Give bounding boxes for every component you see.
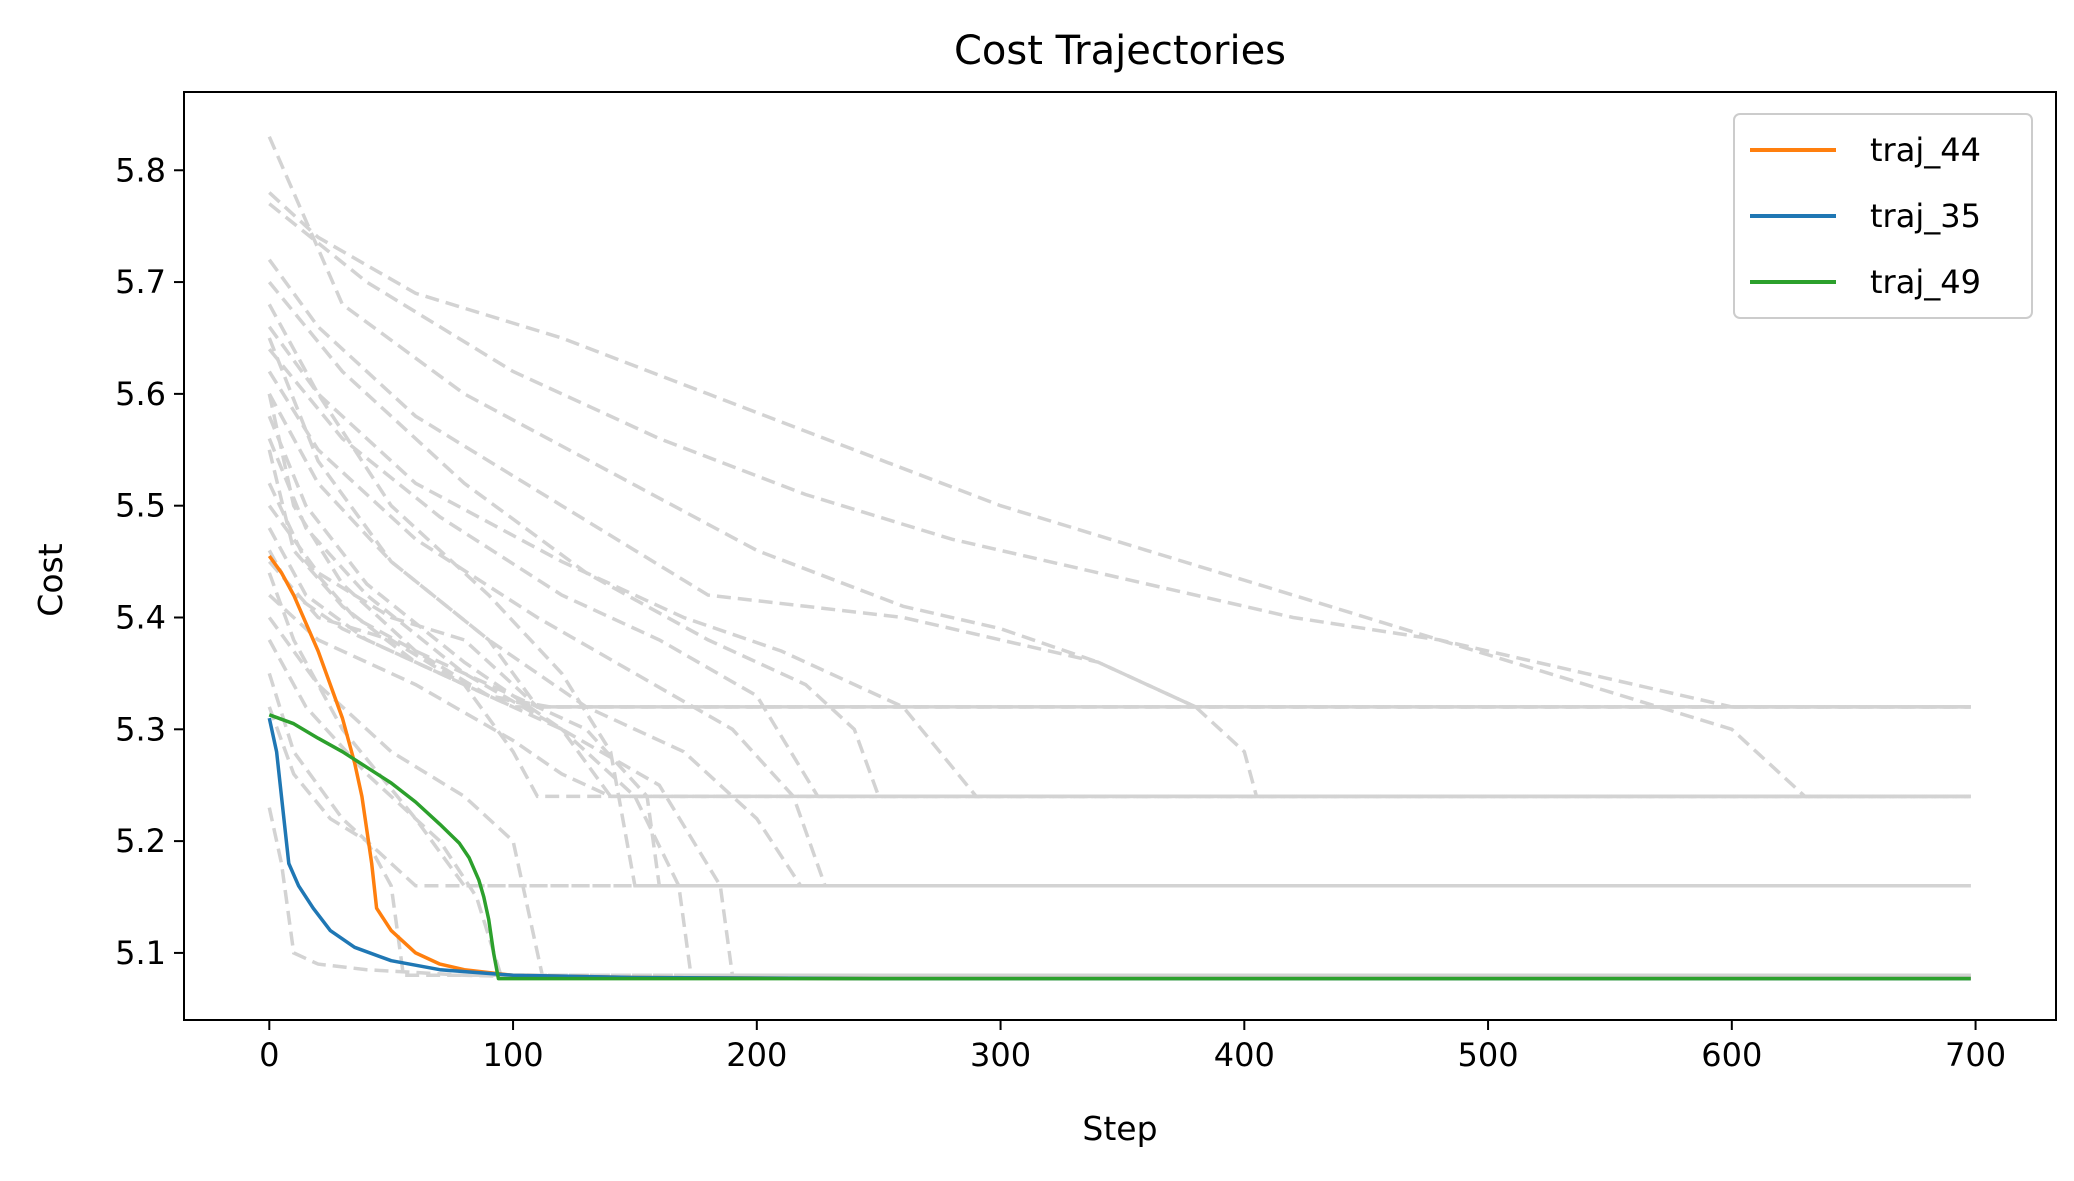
legend-entries: traj_44 traj_35 traj_49 [1750,131,1981,301]
x-axis-ticks: 0 100 200 300 400 500 600 700 [259,1020,2006,1074]
background-trajectory-line-26 [267,549,1971,799]
x-tick-label-7: 600 [1701,1036,1762,1074]
chart-title: Cost Trajectories [954,28,1286,74]
y-tick-label-5: 5.5 [115,487,166,525]
background-trajectory-line-10 [267,415,1971,978]
x-tick-label-5: 400 [1214,1036,1275,1074]
series-line-traj-49 [268,713,1971,981]
y-tick-label-8: 5.8 [115,151,166,189]
background-trajectory-line-11 [267,437,1971,978]
plot-frame [183,91,2057,1021]
background-trajectory-line-19 [268,593,1971,799]
y-axis-label: Cost [31,543,70,616]
y-axis-ticks: 5.1 5.2 5.3 5.4 5.5 5.6 5.7 5.8 [115,151,184,972]
legend: traj_44 traj_35 traj_49 [1733,113,2033,319]
background-trajectory-line-5 [267,280,1971,799]
background-trajectory-line-27 [267,572,1971,888]
x-tick-label-2: 100 [483,1036,544,1074]
y-tick-label-7: 5.7 [115,263,166,301]
background-trajectory-line-3 [267,136,1971,799]
x-axis-label: Step [1082,1109,1157,1148]
background-trajectory-line-1 [268,191,1971,799]
x-tick-label-8: 700 [1945,1036,2006,1074]
background-trajectory-line-8 [267,370,1971,888]
x-tick-label-6: 500 [1458,1036,1519,1074]
x-tick-label-4: 300 [970,1036,1031,1074]
y-tick-label-1: 5.1 [115,934,166,972]
background-trajectory-line-20 [267,616,1971,978]
legend-box [1733,113,2033,319]
background-trajectory-line-4 [267,258,1971,709]
background-trajectory-line-7 [267,348,1971,799]
legend-label-traj-49: traj_49 [1870,263,1981,301]
y-tick-label-3: 5.3 [115,710,166,748]
background-trajectory-line-12 [267,303,1971,888]
y-tick-label-2: 5.2 [115,822,166,860]
x-tick-label-1: 0 [259,1036,279,1074]
x-tick-label-3: 200 [726,1036,787,1074]
background-trajectory-line-21 [267,639,1971,978]
background-trajectory-line-6 [267,325,1971,799]
plot-lines [267,136,1971,981]
background-trajectory-line-25 [267,482,1971,888]
legend-label-traj-44: traj_44 [1870,131,1981,169]
y-tick-label-4: 5.4 [115,598,166,636]
legend-label-traj-35: traj_35 [1870,197,1981,235]
y-tick-label-6: 5.6 [115,375,166,413]
background-trajectory-line-2 [268,202,1971,709]
background-trajectory-line-16 [267,504,1971,709]
